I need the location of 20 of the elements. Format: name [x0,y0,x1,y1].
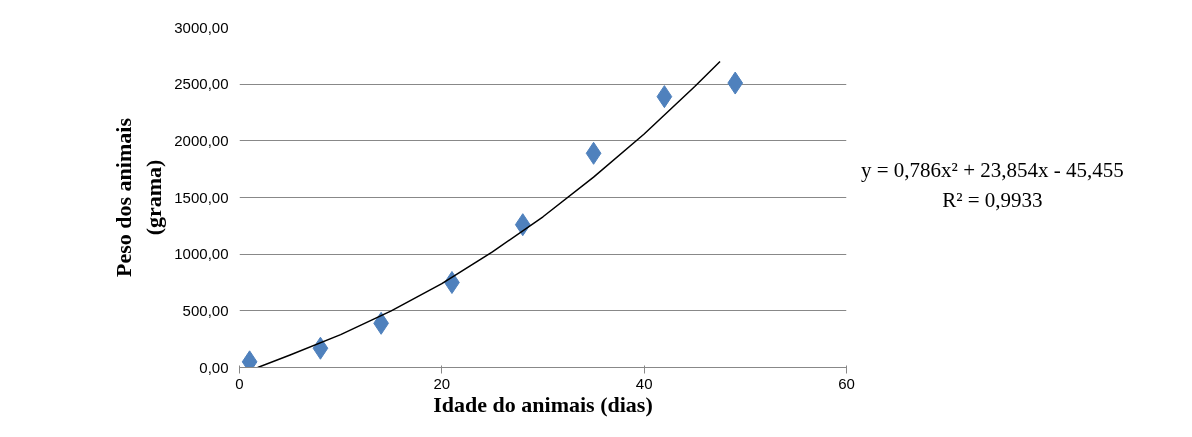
y-tick-label: 0,00 [199,358,229,376]
point [656,85,673,109]
y-tick-label: 3000,00 [174,18,229,36]
point [514,213,531,237]
y-tick-label: 1000,00 [174,245,229,263]
y-tick-label: 500,00 [182,301,229,319]
point [727,71,744,95]
text: R² = 0,9933 [942,188,1043,212]
x-axis-title: Idade do animais (dias) [433,391,653,417]
y-tick-label: 2000,00 [174,131,229,149]
y-tick-label: 1500,00 [174,188,229,206]
text: y = 0,786x² + 23,854x - 45,455 [861,158,1124,182]
y-tick-label: 2500,00 [174,75,229,93]
x-tick-label: 0 [235,374,244,392]
point [312,336,329,360]
x-tick-label: 20 [433,374,451,392]
y-axis-title: Peso dos animais (grama) [111,117,167,277]
x-tick-label: 40 [635,374,653,392]
point [585,141,602,165]
x-tick-label: 60 [838,374,855,392]
